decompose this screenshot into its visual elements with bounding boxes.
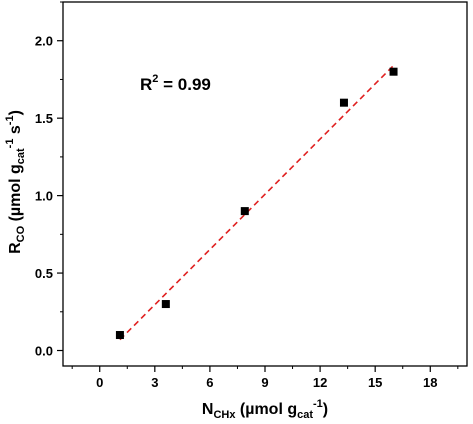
- data-point: [161, 300, 170, 309]
- plot-frame: [62, 1, 468, 367]
- y-axis-ticks: 0.0 0.5 1.0 1.5 2.0: [35, 1, 63, 359]
- y-axis-title: RCO (µmol gcat-1 s-1): [4, 110, 27, 254]
- data-point: [240, 207, 249, 216]
- y-tick-label: 2.0: [35, 34, 53, 49]
- data-point: [115, 331, 124, 340]
- x-tick-label: 0: [96, 375, 103, 390]
- data-points: [115, 67, 398, 340]
- x-tick-label: 9: [261, 375, 268, 390]
- x-axis-ticks: 0 3 6 9 12 15 18: [71, 366, 459, 390]
- x-tick-label: 6: [206, 375, 213, 390]
- y-tick-label: 0.5: [35, 266, 53, 281]
- y-tick-label: 1.5: [35, 111, 53, 126]
- y-tick-label: 1.0: [35, 189, 53, 204]
- r-squared-annotation: R2 = 0.99: [140, 73, 211, 94]
- x-tick-label: 3: [151, 375, 158, 390]
- data-point: [339, 98, 348, 107]
- x-tick-label: 15: [368, 375, 382, 390]
- data-point: [389, 67, 398, 76]
- fit-line: [119, 64, 395, 341]
- x-tick-label: 12: [313, 375, 327, 390]
- x-tick-label: 18: [423, 375, 437, 390]
- y-tick-label: 0.0: [35, 344, 53, 359]
- x-axis-title: NCHx (µmol gcat-1): [202, 398, 328, 421]
